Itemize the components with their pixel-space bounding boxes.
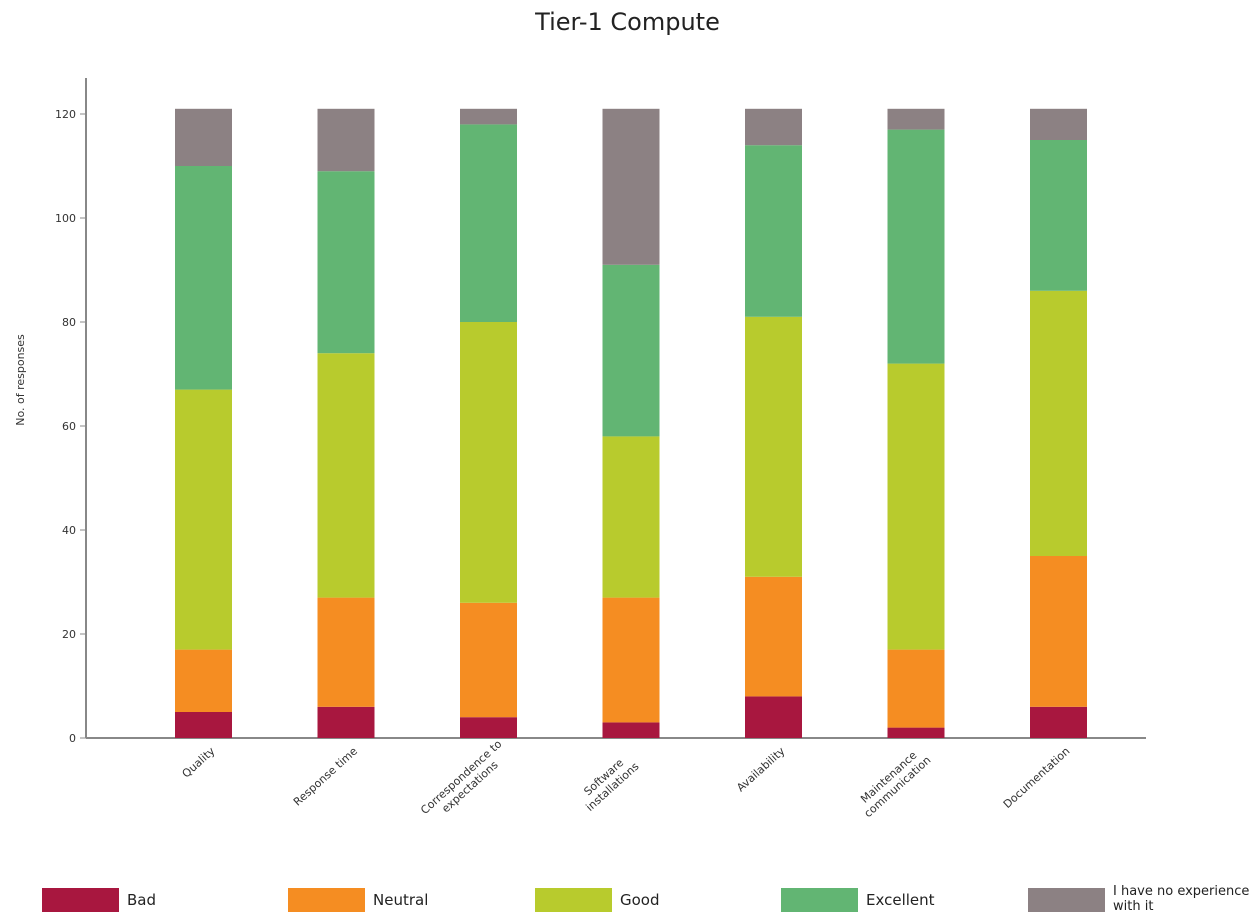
legend-swatch [42,888,119,912]
bar-segment-excellent [602,264,660,437]
y-tick-label: 120 [55,108,76,121]
bar-segment-bad [745,696,802,738]
x-tick-label-line: Quality [180,744,218,780]
bar-segment-good [460,322,517,603]
x-tick-label-line: Documentation [1001,745,1073,811]
bar-segment-neutral [1030,556,1087,707]
bar-segment-neutral [317,597,375,707]
x-tick-label: Softwareinstallations [575,750,642,814]
y-tick-label: 100 [55,212,76,225]
legend-item: I have no experience with it [1028,884,1253,914]
bar-segment-i-have-no-experience-with-it [175,108,232,166]
x-tick-label: Quality [180,744,218,780]
bar-segment-neutral [175,649,232,712]
bar-segment-i-have-no-experience-with-it [317,108,375,172]
bar-segment-bad [602,722,660,738]
bar-segment-excellent [175,166,232,390]
bar-segment-i-have-no-experience-with-it [887,108,945,130]
bar-segment-bad [175,712,232,738]
bar-segment-good [1030,290,1087,556]
legend-swatch [535,888,612,912]
chart-title: Tier-1 Compute [535,8,720,36]
x-tick-label-line: Correspondence to [418,737,504,817]
bar-segment-excellent [460,124,517,323]
legend-label: Good [620,891,660,909]
legend-item: Neutral [288,888,428,912]
legend-item: Excellent [781,888,935,912]
x-tick-label: Correspondence toexpectations [418,737,513,826]
bar-segment-excellent [887,129,945,364]
x-tick-label-line: Availability [734,744,788,794]
y-tick-label: 20 [62,628,76,641]
bar-segment-i-have-no-experience-with-it [1030,108,1087,140]
bar-segment-i-have-no-experience-with-it [745,108,802,146]
x-tick-label: Documentation [1001,745,1073,811]
y-axis-title: No. of responses [14,334,27,426]
bars [175,108,1087,738]
legend: Bad Neutral Good Excellent I have no experie… [0,880,1255,919]
legend-swatch [288,888,365,912]
bar-segment-good [317,353,375,598]
legend-label: Excellent [866,891,935,909]
bar-segment-neutral [745,576,802,697]
bar-segment-good [175,389,232,650]
legend-swatch [1028,888,1105,912]
bar-segment-neutral [460,602,517,718]
bar-segment-neutral [602,597,660,723]
bar-segment-good [745,316,802,577]
legend-label: I have no experience with it [1113,884,1250,914]
x-tick-label: Response time [291,744,360,808]
legend-label: Bad [127,891,157,909]
bar-segment-excellent [1030,140,1087,291]
bar-segment-excellent [317,171,375,354]
y-tick-label: 80 [62,316,76,329]
y-tick-label: 60 [62,420,76,433]
y-tick-label: 0 [69,732,76,745]
bar-segment-good [602,436,660,598]
legend-swatch [781,888,858,912]
bar-segment-i-have-no-experience-with-it [460,108,517,125]
x-axis-labels: Quality Response time Correspondence toexp… [180,737,1073,826]
bar-segment-excellent [745,145,802,317]
x-tick-label: Maintenancecommunication [853,744,934,820]
legend-item: Bad [42,888,156,912]
x-tick-label: Availability [734,744,788,794]
stacked-bar-chart: 0 20 40 60 80 100 120 Quality Response time Corr… [14,78,1146,826]
bar-segment-bad [1030,706,1087,738]
legend-label: Neutral [373,891,429,909]
bar-segment-bad [460,717,517,738]
bar-segment-i-have-no-experience-with-it [602,108,660,265]
legend-item: Good [535,888,660,912]
bar-segment-neutral [887,649,945,728]
bar-segment-good [887,363,945,650]
bar-segment-bad [317,706,375,738]
y-tick-label: 40 [62,524,76,537]
bar-segment-bad [887,727,945,738]
x-tick-label-line: Response time [291,744,360,808]
